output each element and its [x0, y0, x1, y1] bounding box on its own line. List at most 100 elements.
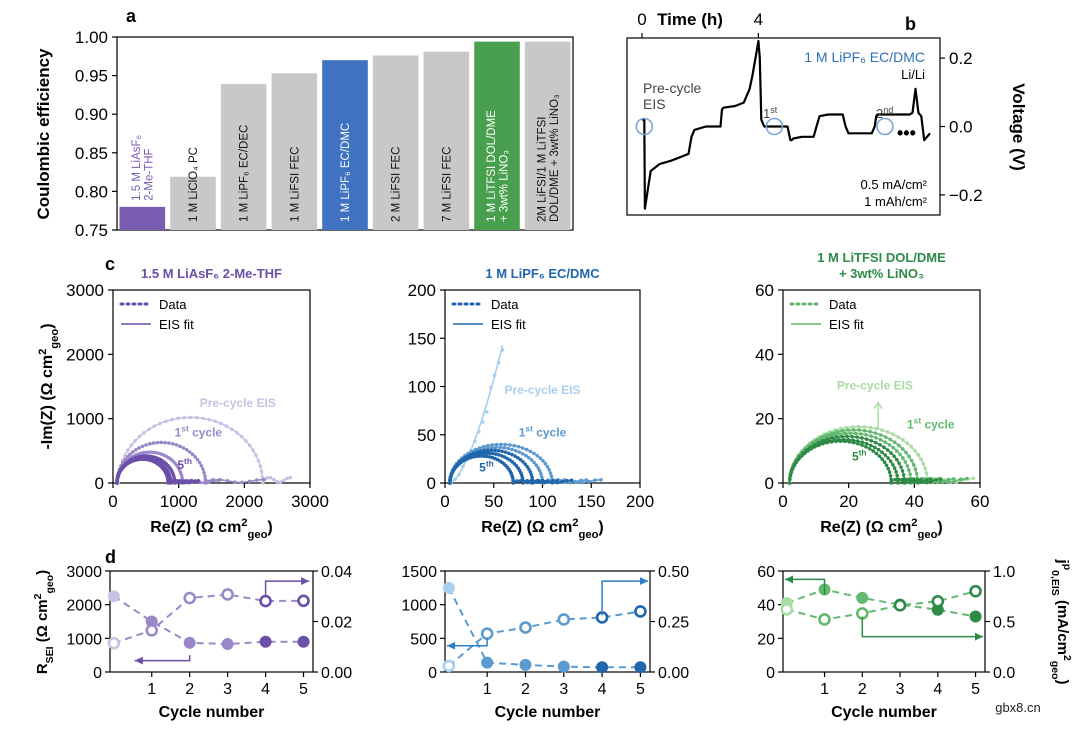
- data-point: [825, 440, 830, 445]
- data-point: [899, 465, 903, 469]
- data-point: [278, 480, 283, 484]
- legend-data-label: Data: [829, 297, 857, 312]
- data-point: [471, 455, 476, 459]
- data-point: [864, 437, 869, 441]
- text-part: th: [184, 456, 192, 466]
- rsei-point: [557, 660, 570, 673]
- j0-point: [183, 591, 196, 605]
- text-part: 5: [177, 458, 184, 472]
- data-point: [473, 439, 477, 444]
- bar-label: + 3wt% LiNO₃: [498, 150, 510, 222]
- rsei-line: [113, 595, 304, 646]
- data-point: [133, 439, 137, 443]
- data-point: [225, 479, 230, 483]
- data-point: [490, 445, 494, 450]
- data-point: [889, 479, 894, 483]
- rsei-line: [447, 587, 641, 669]
- x-tick-label: 3000: [291, 492, 329, 511]
- data-point: [251, 448, 255, 452]
- text-part: -Im(Z) (Ω cm: [39, 355, 56, 450]
- axis-arrow: [446, 638, 488, 647]
- axis-arrowhead: [639, 577, 649, 586]
- data-point: [905, 464, 910, 468]
- j0-line: [448, 610, 641, 667]
- j0-line: [786, 590, 976, 621]
- text-part: st: [181, 424, 189, 434]
- x-tick-label: 1: [483, 681, 492, 698]
- chart-c2-nyquist-lipf6: 0 50 100 150 200 0 50 100 150 200 Re(Z) (Ω cm2geo)…: [408, 266, 655, 541]
- y2-tick-label: 1.0: [993, 564, 1015, 581]
- panel-d3-frame: [782, 570, 986, 673]
- rsei-point: [183, 636, 196, 649]
- data-point: [864, 444, 868, 449]
- eis-marker: [765, 117, 784, 136]
- x-tick-label: 60: [971, 492, 990, 511]
- legend-data-label: Data: [159, 297, 187, 312]
- data-point: [510, 452, 514, 457]
- data-point: [518, 479, 523, 483]
- data-point: [502, 455, 507, 459]
- data-point: [882, 445, 886, 450]
- y-tick-label: 0.75: [75, 221, 108, 240]
- legend-fit-label: EIS fit: [829, 317, 864, 332]
- data-point: [507, 451, 511, 456]
- data-point: [145, 450, 149, 455]
- data-point: [897, 443, 901, 448]
- x-tick-label: 4: [754, 10, 763, 29]
- rsei-point: [221, 638, 234, 651]
- chart-title-line1: 1 M LiTFSI DOL/DME: [817, 250, 946, 265]
- data-point: [520, 446, 525, 450]
- bar: [170, 176, 216, 230]
- data-point: [494, 442, 499, 447]
- label-precycle: Pre-cycle EIS: [504, 383, 580, 397]
- text-part: cycle: [533, 426, 567, 440]
- j0-point: [259, 594, 272, 608]
- bar: [322, 60, 368, 230]
- data-point: [518, 457, 523, 462]
- data-point: [971, 476, 976, 481]
- text-part: 2: [241, 517, 247, 529]
- legend-fit-label: EIS fit: [491, 317, 526, 332]
- x-tick-label: 1000: [160, 492, 198, 511]
- data-point: [894, 469, 898, 474]
- data-point: [903, 460, 908, 464]
- data-point: [511, 479, 516, 484]
- text-part: 2: [32, 593, 44, 599]
- data-point: [190, 452, 195, 457]
- data-point: [528, 449, 533, 454]
- data-point: [457, 472, 461, 477]
- y-tick-label: 100: [408, 378, 436, 397]
- data-point: [909, 458, 914, 463]
- data-point: [892, 454, 896, 459]
- data-point: [230, 427, 234, 432]
- data-point: [262, 477, 266, 482]
- data-point: [510, 447, 514, 452]
- axis-arrowhead: [301, 577, 310, 586]
- j0-point: [818, 613, 831, 626]
- text-part: geo: [44, 575, 56, 594]
- data-point: [520, 451, 525, 456]
- data-point: [487, 451, 492, 455]
- data-point: [889, 451, 893, 455]
- y2-tick-label: 0.5: [993, 615, 1015, 632]
- x-axis-label: Cycle number: [831, 704, 937, 721]
- x-tick-label: 4: [933, 681, 942, 698]
- data-point: [197, 460, 202, 465]
- text-part: 1: [519, 426, 526, 440]
- data-point: [878, 438, 883, 442]
- data-point: [916, 453, 921, 457]
- data-point: [492, 373, 497, 378]
- data-point: [169, 417, 174, 422]
- panel-label-c: c: [105, 254, 115, 274]
- text-part: th: [486, 458, 494, 468]
- text-part: st: [770, 105, 778, 115]
- data-point: [850, 434, 854, 439]
- annotation-second: 2nd: [876, 105, 893, 121]
- data-point: [888, 459, 893, 464]
- j0-point: [780, 603, 794, 616]
- bar-label: 1 M LiFSI FEC: [289, 147, 301, 222]
- data-point: [184, 447, 189, 452]
- data-point: [855, 439, 860, 443]
- y-tick-label: 150: [408, 329, 436, 348]
- data-point: [202, 480, 207, 485]
